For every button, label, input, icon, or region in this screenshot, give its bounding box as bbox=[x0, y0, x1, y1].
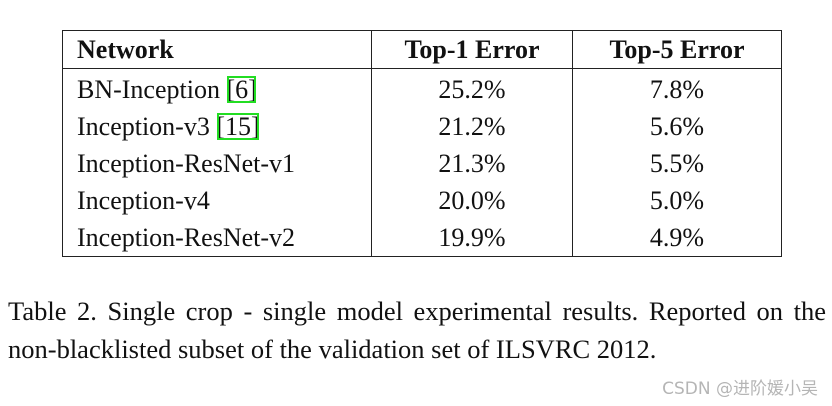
header-cell: Top-1 Error bbox=[371, 30, 573, 69]
network-name: Inception-v4 bbox=[77, 186, 210, 215]
citation: [15] bbox=[216, 112, 260, 141]
caption: Table 2. Single crop - single model expe… bbox=[8, 296, 826, 364]
network-name: Inception-ResNet-v2 bbox=[77, 223, 296, 252]
network-name: Inception-v3 bbox=[77, 112, 210, 141]
table-body: BN-Inception [6] 25.2% 7.8% Inception-v3 [1… bbox=[63, 68, 782, 257]
top5-cell: 5.6% bbox=[572, 108, 782, 145]
table-row: Inception-ResNet-v2 19.9% 4.9% bbox=[63, 219, 782, 257]
top1-cell: 21.3% bbox=[371, 145, 573, 182]
watermark: CSDN @进阶媛小吴 bbox=[662, 379, 818, 399]
table-row: Inception-v3 [15] 21.2% 5.6% bbox=[63, 108, 782, 145]
network-cell: Inception-v3 [15] bbox=[63, 108, 372, 145]
results-table: Network Top-1 Error Top-5 Error BN-Incep… bbox=[62, 30, 782, 257]
citation: [6] bbox=[226, 75, 257, 104]
top5-cell: 5.5% bbox=[572, 145, 782, 182]
top1-cell: 20.0% bbox=[371, 182, 573, 219]
network-cell: BN-Inception [6] bbox=[63, 69, 372, 109]
network-name: BN-Inception bbox=[77, 75, 220, 104]
network-cell: Inception-ResNet-v2 bbox=[63, 219, 372, 257]
top5-cell: 5.0% bbox=[572, 182, 782, 219]
top1-cell: 21.2% bbox=[371, 108, 573, 145]
network-cell: Inception-ResNet-v1 bbox=[63, 145, 372, 182]
network-cell: Inception-v4 bbox=[63, 182, 372, 219]
network-name: Inception-ResNet-v1 bbox=[77, 149, 296, 178]
top1-cell: 19.9% bbox=[371, 219, 573, 257]
table-row: BN-Inception [6] 25.2% 7.8% bbox=[63, 68, 782, 109]
header-row: Network Top-1 Error Top-5 Error bbox=[62, 30, 782, 69]
top1-cell: 25.2% bbox=[371, 68, 573, 108]
table-row: Inception-ResNet-v1 21.3% 5.5% bbox=[63, 145, 782, 182]
header-cell: Top-5 Error bbox=[572, 30, 782, 69]
header-cell: Network bbox=[62, 30, 372, 69]
top5-cell: 4.9% bbox=[572, 219, 782, 257]
top5-cell: 7.8% bbox=[572, 68, 782, 108]
table-row: Inception-v4 20.0% 5.0% bbox=[63, 182, 782, 219]
